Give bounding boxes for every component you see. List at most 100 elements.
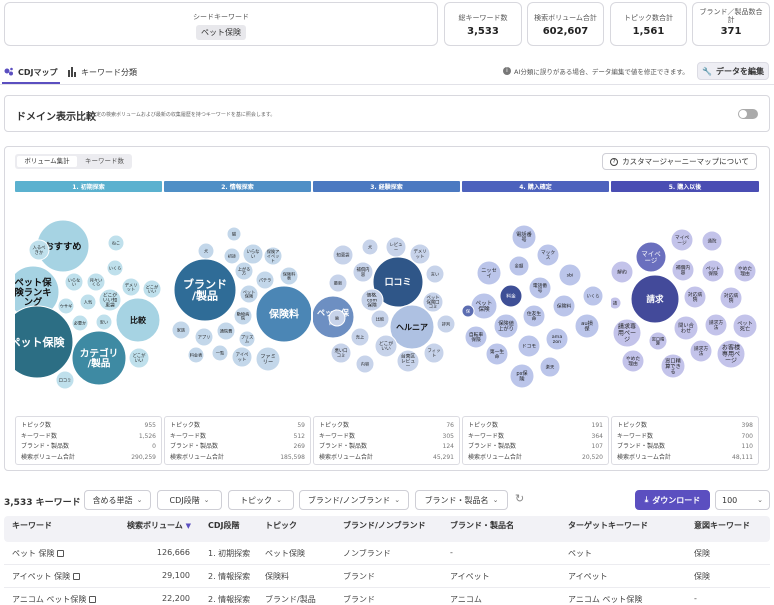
- toggle-volume[interactable]: ボリューム集計: [17, 156, 77, 167]
- domain-compare-toggle[interactable]: [738, 109, 758, 119]
- tab-keyword-classify[interactable]: キーワード分類: [67, 64, 147, 80]
- keyword-bubble[interactable]: 通院: [701, 230, 723, 252]
- keyword-bubble[interactable]: ドコモ: [517, 334, 541, 358]
- keyword-bubble[interactable]: sbi: [558, 263, 582, 287]
- keyword-bubble[interactable]: 内容: [355, 354, 375, 374]
- keyword-bubble[interactable]: どこがいい: [128, 347, 150, 369]
- cdj-stage-filter[interactable]: CDJ段階 ⌄: [157, 490, 222, 510]
- keyword-bubble[interactable]: パテラ: [255, 270, 275, 290]
- brand-filter[interactable]: ブランド/ノンブランド ⌄: [299, 490, 409, 510]
- keyword-bubble[interactable]: 保険料: [255, 285, 312, 343]
- table-row[interactable]: [4, 565, 770, 588]
- keyword-bubble[interactable]: 台東区レビュー: [396, 349, 420, 373]
- keyword-bubble[interactable]: 売上: [350, 327, 370, 347]
- keyword-bubble[interactable]: やめた理由: [733, 259, 757, 283]
- keyword-bubble[interactable]: 電話番号: [528, 276, 552, 300]
- col-brand[interactable]: ブランド/ノンブランド: [343, 521, 426, 530]
- keyword-bubble[interactable]: 猫: [226, 226, 242, 242]
- keyword-bubble[interactable]: ねこ: [107, 234, 125, 252]
- copy-icon[interactable]: [72, 573, 80, 580]
- keyword-bubble[interactable]: 対応病院: [683, 285, 707, 309]
- keyword-bubble[interactable]: ペット保険: [701, 259, 725, 283]
- keyword-bubble[interactable]: 初診: [223, 247, 241, 265]
- keyword-bubble[interactable]: 補償内容: [352, 261, 374, 283]
- keyword-bubble[interactable]: ウサギ: [57, 297, 75, 315]
- keyword-bubble[interactable]: 犬: [197, 242, 215, 260]
- keyword-bubble[interactable]: ニッセイ: [476, 260, 502, 286]
- keyword-bubble[interactable]: ヘルニア: [389, 304, 435, 350]
- keyword-bubble[interactable]: 言い: [425, 264, 445, 284]
- keyword-bubble[interactable]: 請求専用ページ: [612, 318, 642, 348]
- keyword-bubble[interactable]: ペット保険ランキング: [7, 265, 60, 319]
- keyword-bubble[interactable]: 通院費: [216, 321, 236, 341]
- keyword-bubble[interactable]: フィット: [423, 342, 445, 364]
- keyword-bubble[interactable]: 料金: [499, 284, 523, 308]
- keyword-bubble[interactable]: マイページ: [670, 228, 694, 252]
- keyword-bubble[interactable]: カテゴリ/製品: [71, 330, 127, 386]
- col-intent[interactable]: 意図キーワード: [694, 521, 750, 530]
- keyword-bubble[interactable]: 評判: [436, 314, 456, 334]
- keyword-bubble[interactable]: 窓口精算: [648, 331, 668, 351]
- keyword-bubble[interactable]: 一覧: [211, 344, 229, 362]
- keyword-bubble[interactable]: 問い合わせ: [673, 315, 699, 341]
- keyword-bubble[interactable]: ブランド/製品: [173, 258, 237, 322]
- keyword-bubble[interactable]: 知恵袋: [332, 244, 354, 266]
- table-row[interactable]: [4, 588, 770, 600]
- keyword-bubble[interactable]: 窓口精算できる: [660, 353, 686, 379]
- keyword-bubble[interactable]: au損保: [574, 313, 600, 339]
- keyword-bubble[interactable]: 犬: [361, 238, 379, 256]
- keyword-bubble[interactable]: 金額: [508, 255, 530, 277]
- keyword-bubble[interactable]: マイページ: [635, 241, 667, 273]
- tab-cdj-map[interactable]: CDJマップ: [4, 64, 60, 80]
- keyword-bubble[interactable]: ペット保険: [239, 284, 259, 304]
- keyword-bubble[interactable]: マックス: [536, 243, 560, 267]
- keyword-bubble[interactable]: いくら: [582, 285, 604, 307]
- keyword-bubble[interactable]: やめた理由: [621, 349, 645, 373]
- keyword-bubble[interactable]: ama zon: [545, 327, 569, 351]
- keyword-bubble[interactable]: 住友生命: [522, 304, 546, 328]
- keyword-bubble[interactable]: プリズム: [238, 330, 256, 348]
- keyword-bubble[interactable]: 口コミ: [55, 370, 75, 390]
- keyword-bubble[interactable]: ps保険: [509, 363, 535, 389]
- keyword-bubble[interactable]: 保険料: [552, 294, 576, 318]
- table-row[interactable]: [4, 542, 770, 565]
- col-volume[interactable]: 検索ボリューム ▼: [127, 520, 191, 531]
- keyword-bubble[interactable]: 第一生命: [485, 342, 509, 366]
- edit-data-button[interactable]: 🔧 データを編集: [697, 62, 769, 80]
- keyword-bubble[interactable]: 請求方法: [704, 313, 728, 337]
- keyword-bubble[interactable]: デメリット: [409, 243, 431, 265]
- col-target[interactable]: ターゲットキーワード: [568, 521, 648, 530]
- keyword-bubble[interactable]: ペット死亡: [732, 313, 758, 339]
- keyword-bubble[interactable]: 動物病院: [233, 306, 253, 326]
- download-button[interactable]: ⤓ ダウンロード: [635, 490, 710, 510]
- keyword-bubble[interactable]: 比較: [115, 297, 161, 343]
- keyword-bubble[interactable]: 料金表: [187, 346, 205, 364]
- include-words-filter[interactable]: 含める単語 ⌄: [84, 490, 151, 510]
- toggle-count[interactable]: キーワード数: [85, 157, 124, 165]
- col-topic[interactable]: トピック: [265, 521, 297, 530]
- keyword-bubble[interactable]: レビュー: [385, 236, 407, 258]
- keyword-bubble[interactable]: 歯: [328, 309, 346, 327]
- keyword-bubble[interactable]: 楽天: [539, 356, 561, 378]
- keyword-bubble[interactable]: 必要か: [71, 314, 89, 332]
- keyword-bubble[interactable]: 請求方法: [689, 339, 713, 363]
- product-filter[interactable]: ブランド・製品名 ⌄: [415, 490, 508, 510]
- col-cdj[interactable]: CDJ段階: [208, 521, 240, 530]
- keyword-bubble[interactable]: 請求: [630, 274, 680, 324]
- copy-icon[interactable]: [57, 550, 65, 557]
- keyword-bubble[interactable]: いくら: [106, 259, 124, 277]
- keyword-bubble[interactable]: 人気: [79, 293, 97, 311]
- col-keyword[interactable]: キーワード: [12, 521, 52, 530]
- keyword-bubble[interactable]: 最新: [328, 273, 348, 293]
- keyword-bubble[interactable]: 保険料表: [279, 266, 299, 286]
- keyword-bubble[interactable]: 入るべきか: [28, 239, 50, 261]
- keyword-bubble[interactable]: ペット保険: [470, 292, 498, 320]
- keyword-bubble[interactable]: 保険アイペット: [263, 246, 283, 266]
- keyword-bubble[interactable]: 請: [609, 296, 622, 310]
- keyword-bubble[interactable]: 保険値上がり: [493, 313, 519, 339]
- keyword-bubble[interactable]: ファミリー: [255, 346, 281, 372]
- keyword-bubble[interactable]: デメリット: [121, 277, 141, 297]
- keyword-bubble[interactable]: 比較: [370, 309, 390, 329]
- keyword-bubble[interactable]: いらない: [64, 272, 84, 292]
- keyword-bubble[interactable]: 電話番号: [511, 224, 537, 250]
